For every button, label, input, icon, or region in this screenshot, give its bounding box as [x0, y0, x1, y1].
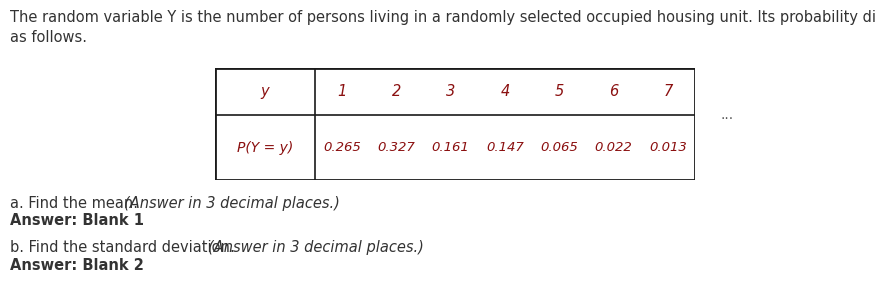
Text: b. Find the standard deviation.: b. Find the standard deviation. — [10, 240, 239, 255]
Text: 6: 6 — [609, 84, 618, 99]
Text: y: y — [261, 84, 269, 99]
Text: (Answer in 3 decimal places.): (Answer in 3 decimal places.) — [208, 240, 424, 255]
Text: The random variable Y is the number of persons living in a randomly selected occ: The random variable Y is the number of p… — [10, 10, 876, 25]
Text: P(Y = y): P(Y = y) — [237, 140, 293, 155]
Text: (Answer in 3 decimal places.): (Answer in 3 decimal places.) — [124, 196, 340, 211]
Text: Answer: Blank 2: Answer: Blank 2 — [10, 258, 144, 273]
Text: 0.013: 0.013 — [649, 141, 687, 154]
Text: 2: 2 — [392, 84, 401, 99]
Text: 0.327: 0.327 — [378, 141, 415, 154]
Text: 4: 4 — [500, 84, 510, 99]
Text: 3: 3 — [446, 84, 456, 99]
Text: 0.265: 0.265 — [323, 141, 361, 154]
Text: a. Find the mean.: a. Find the mean. — [10, 196, 143, 211]
Text: 1: 1 — [337, 84, 347, 99]
Text: 0.161: 0.161 — [432, 141, 470, 154]
Text: ...: ... — [720, 108, 733, 122]
Text: 5: 5 — [555, 84, 564, 99]
Text: Answer: Blank 1: Answer: Blank 1 — [10, 213, 144, 228]
Text: 7: 7 — [663, 84, 673, 99]
Text: 0.147: 0.147 — [486, 141, 524, 154]
Text: as follows.: as follows. — [10, 30, 87, 45]
Text: 0.065: 0.065 — [540, 141, 578, 154]
Text: 0.022: 0.022 — [595, 141, 632, 154]
